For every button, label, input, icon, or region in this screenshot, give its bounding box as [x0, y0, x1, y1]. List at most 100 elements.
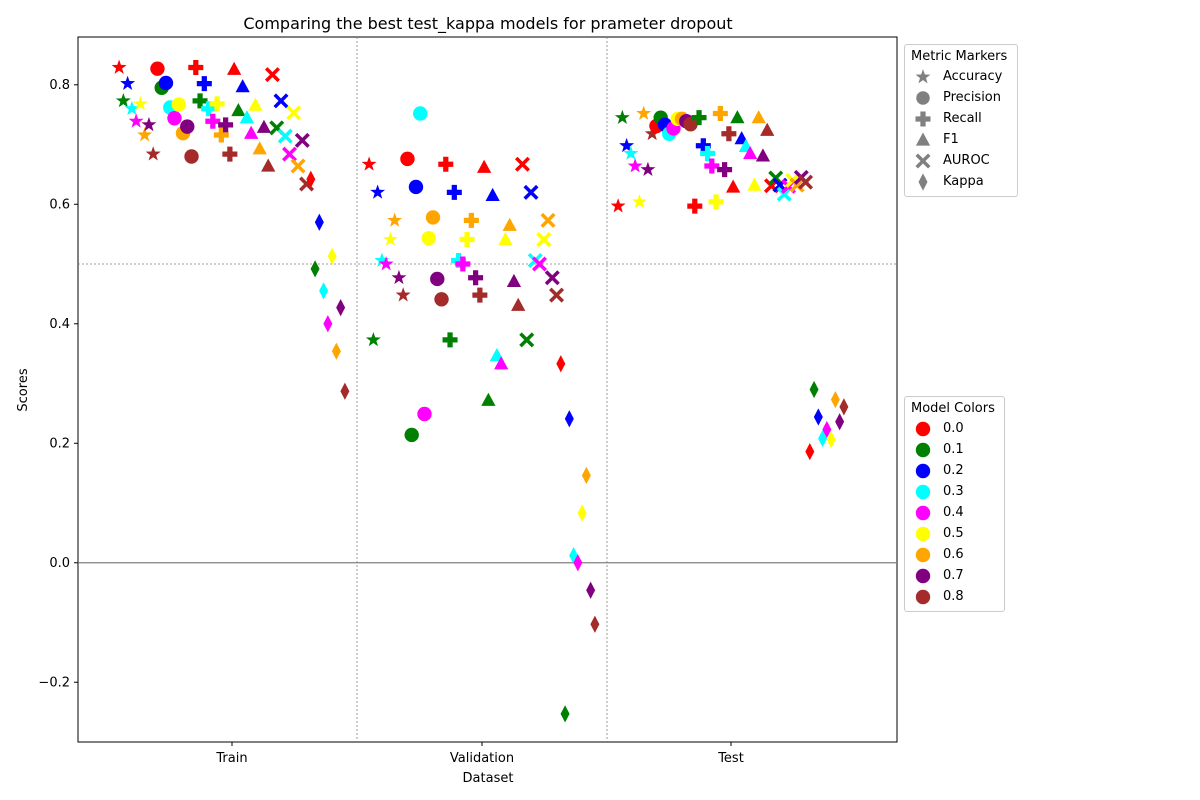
data-point-validation-accuracy-0-2 [370, 184, 386, 199]
metric-legend-item: F1 [911, 129, 1011, 150]
data-point-train-accuracy-0-1 [115, 93, 131, 108]
data-point-train-f1-0-7 [256, 119, 272, 133]
data-point-train-accuracy-0-6 [137, 127, 153, 142]
data-point-validation-accuracy-0-3 [374, 252, 390, 267]
circle-marker-icon [916, 90, 930, 105]
model-legend-item: 0.0 [911, 418, 998, 439]
data-point-train-auroc-0-6 [290, 158, 306, 174]
data-point-train-accuracy-0-4 [128, 113, 144, 128]
data-point-train-kappa-0-3 [319, 282, 329, 300]
metric-legend-item: Precision [911, 87, 1011, 108]
data-point-test-kappa-0-8 [839, 398, 849, 416]
metric-legend-title: Metric Markers [911, 49, 1008, 64]
data-point-validation-precision-0-5 [421, 231, 436, 246]
metric-legend-label: Kappa [943, 174, 984, 189]
data-point-test-accuracy-0-7 [640, 161, 656, 177]
metric-legend-label: AUROC [943, 153, 990, 168]
data-point-test-accuracy-0-3 [623, 145, 639, 160]
y-tick-label: 0.8 [49, 78, 70, 93]
data-point-train-recall-0-4 [205, 113, 221, 129]
data-point-test-accuracy-0-2 [619, 137, 635, 153]
data-point-train-precision-0-5 [171, 97, 186, 112]
data-point-validation-f1-0-7 [506, 273, 522, 287]
data-point-validation-kappa-0-6 [581, 466, 591, 485]
data-point-validation-precision-0-3 [413, 106, 428, 121]
color-dot-icon [915, 526, 931, 541]
x-marker-icon [915, 153, 931, 168]
data-point-validation-accuracy-0-5 [382, 231, 398, 246]
data-point-validation-precision-0-0 [400, 151, 415, 167]
data-point-train-kappa-0-8 [340, 382, 350, 400]
data-point-validation-kappa-0-1 [560, 705, 570, 723]
data-point-validation-precision-0-8 [434, 292, 449, 307]
data-point-validation-accuracy-0-4 [378, 256, 394, 271]
model-legend-item: 0.6 [911, 544, 998, 565]
data-point-test-f1-0-1 [730, 110, 745, 124]
model-legend-label: 0.7 [943, 568, 964, 583]
legend-color-dot [915, 526, 931, 541]
data-point-validation-f1-0-4 [494, 356, 509, 370]
legend-marker-circle [916, 90, 930, 105]
model-legend-item: 0.1 [911, 439, 998, 460]
data-point-validation-auroc-0-7 [544, 270, 560, 286]
data-point-test-precision-0-8 [683, 117, 698, 132]
color-dot-icon [915, 505, 931, 520]
data-point-validation-recall-0-2 [446, 184, 462, 200]
model-legend-item: 0.2 [911, 460, 998, 481]
y-tick-label: 0.2 [49, 436, 70, 451]
model-legend-label: 0.6 [943, 547, 964, 562]
data-point-test-kappa-0-7 [835, 413, 845, 431]
data-point-validation-recall-0-8 [472, 287, 488, 303]
data-point-validation-precision-0-6 [425, 210, 441, 225]
data-point-validation-kappa-0-0 [556, 355, 566, 373]
data-point-validation-kappa-0-7 [586, 581, 596, 599]
data-point-validation-kappa-0-8 [590, 615, 600, 633]
data-point-train-recall-0-2 [196, 76, 212, 92]
data-point-validation-recall-0-4 [455, 256, 471, 272]
data-point-train-kappa-0-2 [314, 213, 324, 231]
data-point-train-recall-0-0 [188, 59, 204, 75]
data-point-train-auroc-0-5 [286, 105, 302, 121]
data-point-train-auroc-0-0 [264, 67, 280, 83]
data-point-test-recall-0-4 [704, 158, 720, 174]
data-point-train-f1-0-0 [227, 61, 242, 75]
data-point-train-auroc-0-7 [294, 132, 310, 148]
data-point-validation-precision-0-1 [404, 427, 419, 443]
data-point-test-f1-0-8 [760, 122, 775, 136]
legend-marker-triangle [915, 132, 931, 146]
data-point-test-accuracy-0-8 [644, 125, 660, 141]
data-point-test-recall-0-8 [721, 126, 737, 142]
data-point-test-kappa-0-1 [809, 380, 819, 399]
legend-color-dot [915, 442, 931, 457]
data-point-test-f1-0-0 [726, 179, 741, 193]
model-legend-label: 0.3 [943, 484, 964, 499]
data-point-train-precision-0-0 [150, 61, 165, 76]
data-point-test-recall-0-2 [695, 138, 711, 154]
data-point-validation-precision-0-7 [430, 271, 445, 287]
data-point-validation-auroc-0-6 [540, 212, 556, 228]
data-point-train-kappa-0-5 [327, 247, 337, 265]
data-point-test-recall-0-0 [687, 198, 703, 214]
data-point-train-f1-0-4 [244, 125, 259, 139]
data-point-validation-accuracy-0-7 [391, 269, 407, 285]
data-point-test-accuracy-0-1 [614, 109, 630, 125]
legend-color-dot [915, 568, 931, 583]
data-point-train-accuracy-0-5 [132, 96, 148, 111]
data-point-test-f1-0-7 [755, 148, 771, 162]
x-tick-label: Validation [450, 751, 514, 766]
metric-legend-item: Accuracy [911, 66, 1011, 87]
color-dot-icon [915, 442, 931, 457]
data-point-validation-accuracy-0-8 [395, 287, 411, 302]
data-point-train-f1-0-1 [231, 102, 246, 117]
data-point-train-recall-0-1 [192, 93, 208, 109]
data-point-train-f1-0-8 [261, 158, 276, 172]
model-legend-item: 0.8 [911, 586, 998, 607]
legend-marker-diamond [918, 172, 928, 191]
data-point-train-auroc-0-2 [273, 93, 289, 109]
data-point-validation-recall-0-7 [468, 270, 484, 286]
data-point-test-auroc-0-3 [776, 186, 792, 202]
data-point-validation-auroc-0-5 [536, 232, 552, 248]
data-point-test-kappa-0-2 [813, 408, 823, 426]
data-point-validation-recall-0-3 [451, 252, 467, 268]
data-point-validation-auroc-0-1 [519, 332, 535, 348]
